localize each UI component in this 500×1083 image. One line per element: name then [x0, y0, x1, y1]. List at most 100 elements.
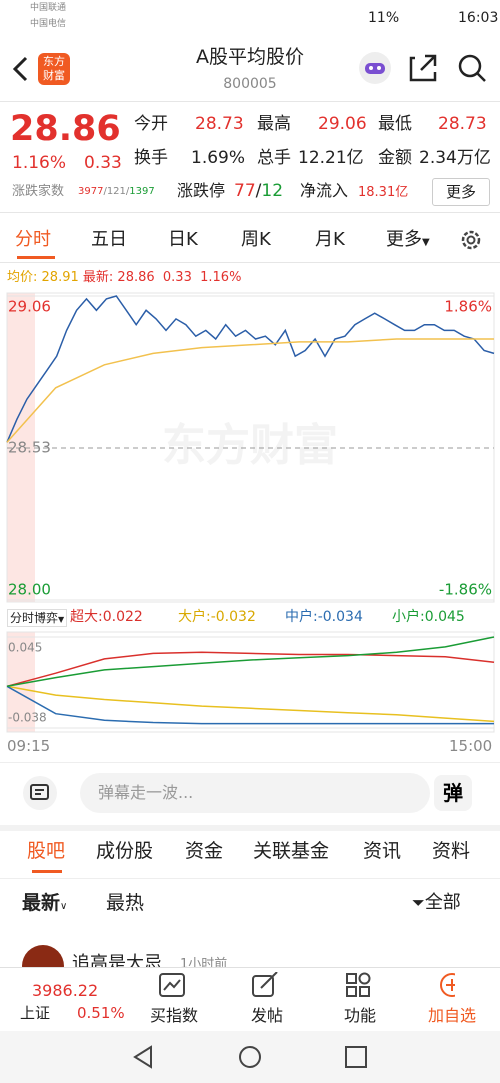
time-label: 09:15 — [7, 737, 51, 755]
flow-legend: 大户:-0.032 — [178, 609, 256, 625]
flow-menu[interactable]: 分时博弈▼ — [7, 609, 68, 627]
stock-code: 800005 — [223, 76, 277, 92]
breadth-flat: /121/ — [103, 186, 130, 197]
sort-text: 最新 — [22, 892, 61, 914]
logo-text: 财富 — [43, 69, 65, 82]
clock: 16:03 — [458, 10, 499, 26]
bottom-button[interactable]: 功能 — [344, 1006, 377, 1025]
period-tab[interactable]: 月K — [315, 229, 345, 250]
header-icons[interactable] — [355, 50, 495, 86]
last-price: 28.86 — [10, 109, 121, 149]
bottom-button[interactable]: 加自选 — [428, 1006, 477, 1025]
flow-legend: 中户:-0.034 — [285, 609, 363, 625]
netflow-label: 净流入 — [300, 181, 349, 200]
index-change: 0.51% — [77, 1004, 125, 1022]
content-tab[interactable]: 资金 — [185, 840, 224, 862]
filter[interactable]: ⏷全部 — [412, 894, 461, 912]
stat-value: 28.73 — [438, 114, 487, 134]
danmu-placeholder: 弹幕走一波... — [98, 783, 194, 802]
limit-sep: / — [255, 181, 262, 201]
content-tab[interactable]: 股吧 — [27, 840, 66, 862]
divider — [0, 762, 500, 763]
charts: 东方财富 28.00 28.53 29.06 -1.86% 1.86% -0.038 0.0… — [6, 292, 495, 733]
content-tab[interactable]: 资讯 — [363, 840, 402, 862]
bottom-button[interactable]: 发帖 — [251, 1006, 284, 1025]
limit-label: 涨跌停 — [177, 181, 226, 200]
latest-label: 最新: — [82, 270, 114, 285]
stat-label: 最高 — [257, 114, 291, 134]
flow-legend: 小户:0.045 — [392, 609, 465, 625]
breadth-up: 3977 — [78, 186, 104, 197]
app-logo: 东方 财富 — [38, 53, 70, 85]
stat-value: 2.34万亿 — [419, 148, 491, 168]
menu-text: 分时博弈 — [10, 611, 59, 625]
period-tab[interactable]: 日K — [168, 229, 198, 250]
avg-label: 均价: — [7, 270, 38, 285]
content-tab[interactable]: 资料 — [432, 840, 471, 862]
latest-pct: 1.16% — [200, 270, 242, 285]
stat-value: 29.06 — [318, 114, 367, 134]
change: 0.33 — [84, 153, 122, 173]
stat-label: 金额 — [378, 148, 412, 168]
tab-indicator — [32, 870, 62, 873]
period-tab[interactable]: 更多▼ — [386, 231, 430, 249]
price-legend: 均价: 28.91 最新: 28.86 0.33 1.16% — [7, 271, 241, 284]
stat-label: 总手 — [257, 148, 291, 168]
limit-down: 12 — [261, 181, 284, 201]
y-tick-label: 29.06 — [8, 298, 51, 316]
limit: 77/12 — [234, 183, 283, 200]
page-title: A股平均股价 — [196, 46, 304, 68]
caret: ▼ — [58, 615, 65, 624]
avg-value: 28.91 — [41, 270, 79, 285]
series-line — [6, 685, 494, 725]
period-tab[interactable]: 五日 — [91, 229, 127, 250]
nav-bar — [0, 1031, 500, 1083]
more-button[interactable]: 更多 — [432, 178, 490, 206]
bottom-bar — [0, 967, 500, 1032]
filter-icon: ⏷ — [412, 893, 425, 912]
divider — [0, 212, 500, 213]
danmu-button[interactable]: 弹 — [434, 775, 472, 811]
tab-indicator — [17, 256, 55, 259]
sort-latest[interactable]: 最新∨ — [22, 894, 67, 913]
content-tab[interactable]: 关联基金 — [253, 840, 330, 862]
flow-legend: 超大:0.022 — [70, 609, 143, 625]
filter-text: 全部 — [424, 892, 461, 913]
tab-text: 更多 — [386, 229, 422, 250]
series-line — [6, 636, 495, 688]
logo-text: 东方 — [43, 55, 65, 68]
y2-tick-label: 1.86% — [444, 298, 492, 316]
period-tab[interactable]: 周K — [241, 229, 271, 250]
danmu-input[interactable] — [80, 773, 430, 813]
period-tab[interactable]: 分时 — [15, 229, 51, 250]
danmu-toggle[interactable] — [22, 775, 58, 811]
caret: ▼ — [422, 237, 430, 248]
content-tab[interactable]: 成份股 — [96, 840, 154, 862]
change-pct: 1.16% — [12, 153, 67, 173]
bottom-button[interactable]: 买指数 — [150, 1006, 199, 1025]
stat-label: 今开 — [134, 114, 168, 134]
section-gap — [0, 825, 500, 831]
stat-label: 最低 — [378, 114, 412, 134]
series-line — [6, 295, 495, 443]
y2-tick-label: -1.86% — [439, 581, 492, 599]
divider — [0, 101, 500, 102]
nav-buttons[interactable] — [0, 1031, 500, 1083]
latest-change: 0.33 — [162, 270, 192, 285]
carrier: 中国联通 — [30, 3, 67, 13]
limit-up: 77 — [234, 181, 256, 201]
index-value[interactable]: 3986.22 — [32, 981, 99, 1000]
stat-label: 换手 — [134, 148, 168, 168]
series-line — [6, 651, 495, 688]
y-tick-label: 28.53 — [8, 439, 51, 457]
netflow: 18.31亿 — [358, 185, 409, 200]
settings-icon[interactable] — [458, 227, 484, 253]
series-line — [6, 685, 495, 723]
sort-hot[interactable]: 最热 — [106, 892, 145, 914]
y-tick-label: 0.045 — [8, 641, 42, 655]
stat-value: 1.69% — [191, 148, 246, 168]
divider — [0, 262, 500, 263]
y-tick-label: -0.038 — [8, 711, 47, 725]
stat-value: 28.73 — [195, 114, 244, 134]
back-button[interactable] — [8, 54, 34, 84]
